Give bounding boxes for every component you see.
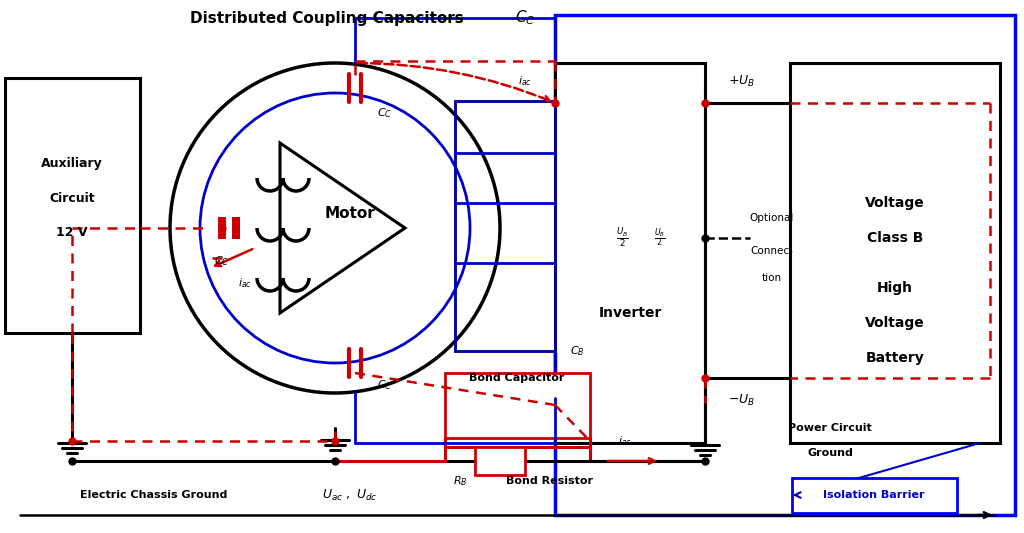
Text: Electric Chassis Ground: Electric Chassis Ground xyxy=(80,490,227,500)
Text: Isolation Barrier: Isolation Barrier xyxy=(823,490,925,500)
Text: Voltage: Voltage xyxy=(865,316,925,330)
Bar xyxy=(475,447,525,475)
Bar xyxy=(555,63,705,443)
Text: $\frac{U_B}{2}$: $\frac{U_B}{2}$ xyxy=(615,227,629,249)
Text: $C_C$: $C_C$ xyxy=(378,378,392,392)
Text: $C_C$: $C_C$ xyxy=(378,106,392,120)
Text: $C_C$: $C_C$ xyxy=(214,254,229,268)
Text: $C_C$: $C_C$ xyxy=(515,9,535,27)
Text: Auxiliary: Auxiliary xyxy=(41,157,102,169)
Text: $i_{ac}$: $i_{ac}$ xyxy=(238,276,252,290)
Text: Bond Capacitor: Bond Capacitor xyxy=(469,373,564,383)
Bar xyxy=(218,217,226,239)
Text: $R_B$: $R_B$ xyxy=(453,474,467,488)
Text: Voltage: Voltage xyxy=(865,196,925,210)
Text: Motor: Motor xyxy=(325,206,376,221)
Bar xyxy=(5,78,140,333)
Text: Ground: Ground xyxy=(807,448,853,458)
Bar xyxy=(232,217,240,239)
Text: Power Circuit: Power Circuit xyxy=(788,423,871,433)
Bar xyxy=(790,63,1000,443)
Bar xyxy=(445,373,590,438)
Text: Bond Resistor: Bond Resistor xyxy=(507,476,594,486)
Text: $i_{ac}$: $i_{ac}$ xyxy=(618,434,632,448)
Text: $C_B$: $C_B$ xyxy=(569,344,585,358)
Text: Class B: Class B xyxy=(866,231,924,245)
Text: $-U_B$: $-U_B$ xyxy=(728,392,756,408)
Text: tion: tion xyxy=(762,273,782,283)
Text: Inverter: Inverter xyxy=(598,306,662,320)
Text: $+U_B$: $+U_B$ xyxy=(728,74,756,88)
Bar xyxy=(555,15,1015,515)
Text: Optional: Optional xyxy=(750,213,795,223)
Text: Circuit: Circuit xyxy=(49,191,95,205)
Text: High: High xyxy=(877,281,913,295)
Text: Battery: Battery xyxy=(865,351,925,365)
Text: Distributed Coupling Capacitors: Distributed Coupling Capacitors xyxy=(190,11,469,26)
Bar xyxy=(455,101,555,351)
Text: $U_{ac}\ ,\ U_{dc}$: $U_{ac}\ ,\ U_{dc}$ xyxy=(323,488,378,503)
Text: 12 V: 12 V xyxy=(56,227,88,239)
Bar xyxy=(455,101,555,351)
Bar xyxy=(792,478,957,513)
Text: $i_{ac}$: $i_{ac}$ xyxy=(518,74,532,88)
Text: Connec-: Connec- xyxy=(751,246,794,256)
Text: $\frac{U_B}{2}$: $\frac{U_B}{2}$ xyxy=(654,227,666,249)
